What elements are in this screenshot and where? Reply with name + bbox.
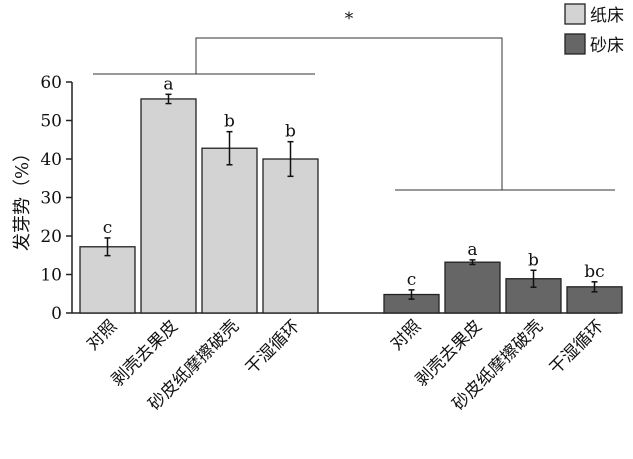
significance-letter: b	[285, 122, 296, 142]
y-tick-label: 60	[40, 73, 62, 93]
significance-letter: bc	[584, 262, 604, 282]
x-tick-label: 对照	[83, 316, 121, 354]
legend-swatch	[564, 33, 586, 55]
x-tick-label: 对照	[387, 316, 425, 354]
y-tick-label: 30	[40, 189, 62, 209]
bar	[262, 158, 319, 314]
bar	[201, 147, 258, 314]
significance-letter: b	[224, 112, 235, 132]
x-tick-label: 干湿循环	[242, 316, 304, 378]
bar	[140, 98, 197, 314]
y-axis-label: 发芽势（%）	[12, 144, 33, 251]
significance-letter: b	[528, 250, 539, 270]
group-significance-marker: *	[345, 9, 354, 29]
group-comparison-bracket	[195, 37, 503, 190]
y-tick-label: 10	[40, 266, 62, 286]
bars	[79, 93, 623, 314]
significance-letter: a	[467, 240, 477, 260]
y-tick-label: 0	[51, 304, 62, 324]
x-tick-label: 干湿循环	[546, 316, 608, 378]
bar	[444, 261, 501, 314]
y-tick-label: 20	[40, 227, 62, 247]
y-tick-label: 50	[40, 112, 62, 132]
significance-letter: c	[103, 218, 113, 238]
bar	[79, 246, 136, 314]
legend-label: 纸床	[590, 6, 624, 26]
legend-swatch	[564, 3, 586, 25]
y-tick-label: 40	[40, 150, 62, 170]
significance-letter: c	[407, 270, 417, 290]
legend-label: 砂床	[590, 36, 624, 56]
significance-letter: a	[163, 74, 173, 94]
